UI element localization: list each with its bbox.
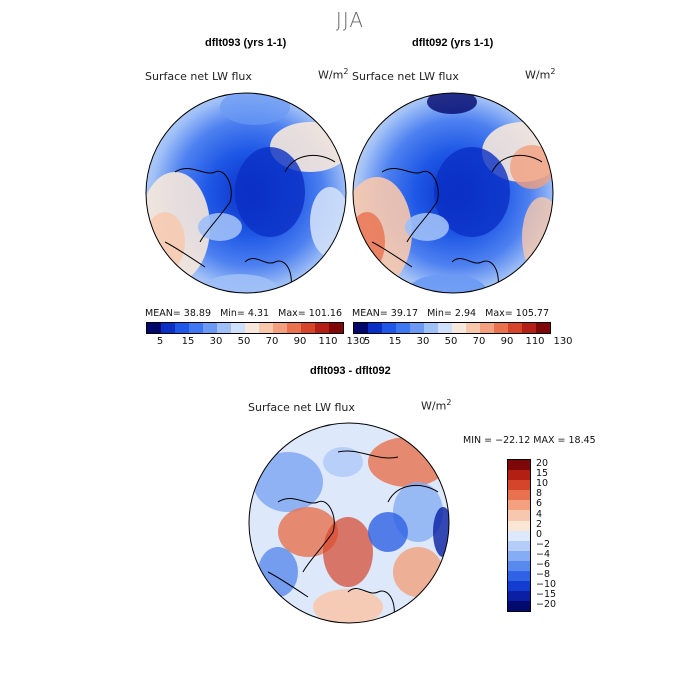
- panel1-colorbar-tick-label: 90: [293, 336, 307, 347]
- panel1-colorbar-ticks: 5 15 30 50 70 90 110 130: [146, 336, 366, 350]
- diff-colorbar-tick-label: −2: [536, 538, 551, 550]
- panel2-title: dflt092 (yrs 1-1): [412, 37, 494, 49]
- panel1-colorbar-tick-label: 50: [237, 336, 251, 347]
- panel2-colorbar-swatch: [508, 323, 522, 333]
- panel1-colorbar-swatch: [189, 323, 203, 333]
- diff-colorbar-swatch: [508, 500, 530, 511]
- panel1-colorbar-swatch: [217, 323, 231, 333]
- panel2-colorbar-swatch: [494, 323, 508, 333]
- diff-colorbar-swatch: [508, 490, 530, 501]
- panel2-colorbar-swatch: [466, 323, 480, 333]
- diff-colorbar-tick-label: −8: [536, 569, 551, 581]
- panel1-colorbar-swatch: [161, 323, 175, 333]
- panel1-colorbar-swatch: [175, 323, 189, 333]
- panel1-variable-label: Surface net LW flux: [145, 70, 252, 83]
- diff-units: W/m2: [421, 398, 452, 413]
- panel1-colorbar-swatch: [273, 323, 287, 333]
- panel1-colorbar-swatch: [147, 323, 161, 333]
- panel1-colorbar-tick-label: 130: [346, 336, 366, 347]
- panel1-colorbar-tick-label: 5: [156, 336, 164, 347]
- diff-colorbar-tick-label: 2: [536, 518, 543, 530]
- panel1-colorbar-swatch: [301, 323, 315, 333]
- panel1-colorbar-tick-label: 15: [181, 336, 195, 347]
- panel2-colorbar-tick-label: 5: [363, 336, 371, 347]
- panel2-colorbar-tick-label: 110: [525, 336, 545, 347]
- panel1-colorbar-swatch: [259, 323, 273, 333]
- diff-colorbar-tick-label: 10: [536, 478, 549, 490]
- panel1-map: [145, 92, 347, 299]
- panel2-colorbar-swatch: [354, 323, 368, 333]
- diff-colorbar: [507, 459, 531, 613]
- diff-colorbar-swatch: [508, 540, 530, 551]
- panel1-stats: MEAN= 38.89 Min= 4.31 Max= 101.16: [145, 308, 343, 319]
- diff-colorbar-tick-label: 0: [536, 528, 543, 540]
- panel2-colorbar-swatch: [452, 323, 466, 333]
- panel2-colorbar-tick-label: 30: [416, 336, 430, 347]
- panel2-colorbar-swatch: [522, 323, 536, 333]
- diff-title: dflt093 - dflt092: [310, 365, 391, 377]
- panel2-colorbar-tick-label: 130: [553, 336, 573, 347]
- diff-colorbar-swatch: [508, 510, 530, 521]
- panel1-colorbar-swatch: [287, 323, 301, 333]
- diff-colorbar-tick-label: 20: [536, 458, 549, 470]
- diff-colorbar-tick-label: −20: [536, 599, 557, 611]
- panel2-colorbar-tick-label: 15: [388, 336, 402, 347]
- panel1-colorbar-swatch: [231, 323, 245, 333]
- panel1-colorbar-swatch: [329, 323, 343, 333]
- panel2-units: W/m2: [525, 67, 556, 82]
- diff-colorbar-tick-label: 15: [536, 468, 549, 480]
- diff-colorbar-swatch: [508, 470, 530, 481]
- panel1-colorbar-swatch: [245, 323, 259, 333]
- diff-colorbar-tick-label: 8: [536, 488, 543, 500]
- diff-colorbar-tick-label: 4: [536, 508, 543, 520]
- panel1-units: W/m2: [318, 67, 349, 82]
- panel1-title: dflt093 (yrs 1-1): [205, 37, 287, 49]
- panel1-colorbar-swatch: [315, 323, 329, 333]
- panel2-colorbar: [353, 322, 551, 334]
- panel2-colorbar-swatch: [368, 323, 382, 333]
- diff-colorbar-tick-label: −10: [536, 579, 557, 591]
- panel1-colorbar: [146, 322, 344, 334]
- panel2-colorbar-tick-label: 50: [444, 336, 458, 347]
- diff-colorbar-tick-label: −6: [536, 559, 551, 571]
- panel2-colorbar-swatch: [410, 323, 424, 333]
- panel2-colorbar-tick-label: 90: [500, 336, 514, 347]
- diff-variable-label: Surface net LW flux: [248, 401, 355, 414]
- diff-colorbar-swatch: [508, 560, 530, 572]
- panel1-colorbar-tick-label: 70: [265, 336, 279, 347]
- panel2-variable-label: Surface net LW flux: [352, 70, 459, 83]
- diff-colorbar-swatch: [508, 520, 530, 531]
- diff-colorbar-tick-label: 6: [536, 498, 543, 510]
- diff-colorbar-ticks: 20 15 10 8 6 4 2 0 −2 −4 −6 −8 −10 −15 −20: [536, 458, 576, 612]
- panel2-colorbar-swatch: [536, 323, 550, 333]
- panel2-colorbar-tick-label: 70: [472, 336, 486, 347]
- panel2-colorbar-swatch: [396, 323, 410, 333]
- diff-colorbar-tick-label: −15: [536, 589, 557, 601]
- panel2-colorbar-swatch: [382, 323, 396, 333]
- diff-map: [248, 422, 450, 629]
- diff-colorbar-swatch: [508, 460, 530, 471]
- diff-colorbar-swatch: [508, 550, 530, 561]
- diff-colorbar-swatch: [508, 530, 530, 541]
- diff-colorbar-swatch: [508, 581, 530, 592]
- panel1-colorbar-tick-label: 110: [318, 336, 338, 347]
- diff-colorbar-tick-label: −4: [536, 548, 551, 560]
- panel1-colorbar-tick-label: 30: [209, 336, 223, 347]
- diff-stats: MIN = −22.12 MAX = 18.45: [463, 435, 596, 446]
- panel2-colorbar-swatch: [424, 323, 438, 333]
- panel2-stats: MEAN= 39.17 Min= 2.94 Max= 105.77: [352, 308, 550, 319]
- panel2-colorbar-swatch: [480, 323, 494, 333]
- diff-colorbar-swatch: [508, 591, 530, 602]
- panel2-colorbar-swatch: [438, 323, 452, 333]
- diff-colorbar-swatch: [508, 601, 530, 612]
- diff-colorbar-swatch: [508, 480, 530, 491]
- diff-colorbar-swatch: [508, 571, 530, 582]
- panel1-colorbar-swatch: [203, 323, 217, 333]
- panel2-colorbar-ticks: 5 15 30 50 70 90 110 130: [353, 336, 573, 350]
- season-title: JJA: [335, 8, 365, 32]
- panel2-map: [352, 92, 554, 299]
